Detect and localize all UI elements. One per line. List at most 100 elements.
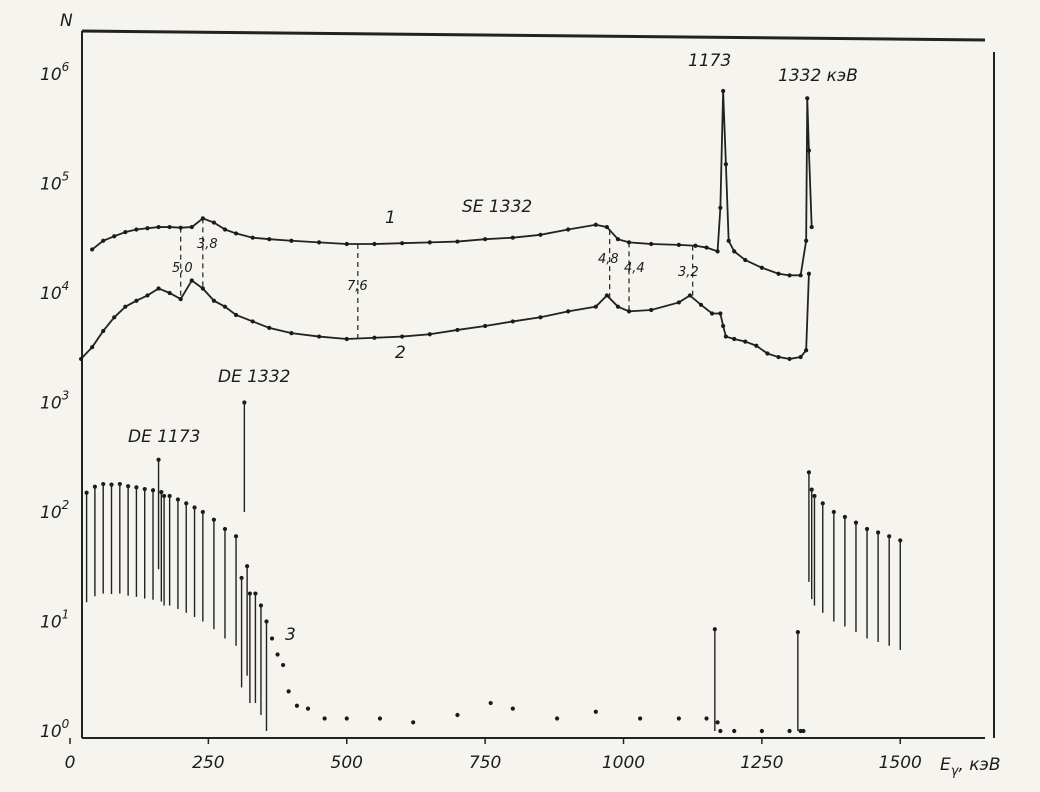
data-point [212, 299, 216, 303]
y-tick-label: 102 [40, 498, 69, 523]
data-point [223, 227, 227, 231]
data-point [281, 663, 285, 667]
data-point [400, 334, 404, 338]
data-point [594, 223, 598, 227]
data-point [566, 309, 570, 313]
data-point [345, 716, 349, 720]
y-tick-label: 106 [40, 60, 70, 85]
curve-2-label: 2 [395, 343, 406, 363]
data-point [179, 297, 183, 301]
data-point [123, 230, 127, 234]
data-point [212, 220, 216, 224]
data-point [168, 225, 172, 229]
data-point [727, 239, 731, 243]
data-point [605, 225, 609, 229]
data-point [776, 355, 780, 359]
data-point [428, 240, 432, 244]
y-tick-exponent: 2 [62, 498, 70, 512]
data-point [804, 239, 808, 243]
data-point [345, 337, 349, 341]
x-tick-label: 750 [469, 753, 501, 773]
data-point [638, 716, 642, 720]
peak-1332-label: 1332 кэВ [778, 66, 858, 86]
data-point [234, 231, 238, 235]
data-point [511, 707, 515, 711]
data-point [483, 237, 487, 241]
data-point [721, 89, 725, 93]
ratio-label-0: 5,0 [172, 261, 193, 276]
data-point [223, 305, 227, 309]
data-point [807, 272, 811, 276]
data-point [649, 242, 653, 246]
data-point [411, 720, 415, 724]
data-point [724, 162, 728, 166]
data-point [787, 357, 791, 361]
x-tick-labels: 0 250 500 750 1000 1250 1500 [65, 738, 922, 773]
data-point [810, 225, 814, 229]
x-tick-label: 1500 [879, 753, 922, 773]
data-point [267, 326, 271, 330]
data-point [804, 348, 808, 352]
data-point [704, 245, 708, 249]
data-point [732, 249, 736, 253]
data-point [649, 308, 653, 312]
data-point [270, 636, 274, 640]
data-point [190, 225, 194, 229]
data-point [605, 293, 609, 297]
x-axis-label: Eγ, кэВ [940, 755, 1001, 779]
x-tick-label: 250 [192, 753, 224, 773]
data-point [799, 355, 803, 359]
data-point [156, 225, 160, 229]
data-point [79, 357, 83, 361]
data-point [345, 242, 349, 246]
data-point [677, 716, 681, 720]
data-point [704, 716, 708, 720]
data-point [511, 236, 515, 240]
data-point [616, 305, 620, 309]
data-point [267, 237, 271, 241]
y-tick-label: 101 [40, 608, 69, 633]
curve-3-label: 3 [285, 625, 296, 645]
data-point [287, 689, 291, 693]
data-point [295, 704, 299, 708]
data-point [538, 315, 542, 319]
data-point [566, 227, 570, 231]
data-point [168, 291, 172, 295]
data-point [455, 328, 459, 332]
ratio-label-1: 3,8 [197, 237, 218, 252]
data-point [378, 716, 382, 720]
data-point [289, 331, 293, 335]
data-point [112, 315, 116, 319]
data-point [317, 334, 321, 338]
y-tick-label: 105 [40, 170, 69, 195]
data-point [765, 351, 769, 355]
x-tick-label: 1250 [740, 753, 783, 773]
x-tick-label: 0 [65, 753, 76, 773]
data-point [799, 273, 803, 277]
x-axis-label-symbol: E [940, 755, 951, 775]
y-tick-exponent: 1 [62, 608, 70, 622]
data-point [90, 247, 94, 251]
data-point [760, 266, 764, 270]
y-tick-base: 10 [40, 394, 62, 414]
data-point [699, 303, 703, 307]
data-point [807, 148, 811, 152]
data-point [787, 729, 791, 733]
data-point [428, 332, 432, 336]
data-point [754, 344, 758, 348]
data-point [372, 336, 376, 340]
data-point [693, 244, 697, 248]
data-point [627, 309, 631, 313]
y-tick-base: 10 [40, 722, 62, 742]
ratio-label-4: 4,4 [624, 261, 645, 276]
data-point [721, 324, 725, 328]
data-point [787, 273, 791, 277]
y-tick-label: 103 [40, 389, 69, 414]
data-point [718, 206, 722, 210]
se1332-label: SE 1332 [462, 197, 532, 217]
y-tick-label: 100 [40, 717, 70, 742]
ratio-label-2: 7,6 [347, 279, 368, 294]
